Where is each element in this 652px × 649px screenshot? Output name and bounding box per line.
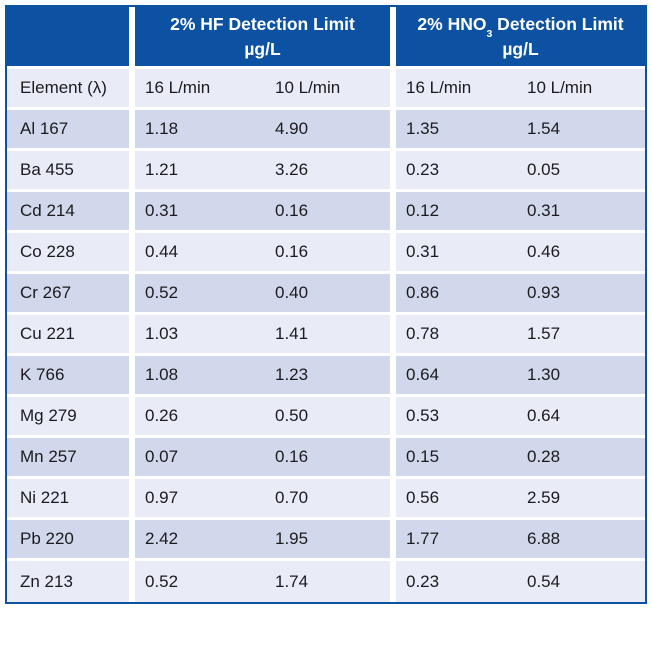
value-cell: 1.18: [129, 110, 265, 151]
value-cell: 1.03: [129, 315, 265, 356]
value-cell: 0.44: [129, 233, 265, 274]
row-cd-214: Cd 214 0.31 0.16 0.12 0.31: [7, 192, 645, 233]
value-cell: 0.12: [390, 192, 517, 233]
value-cell: 0.40: [265, 274, 390, 315]
value-cell: 1.41: [265, 315, 390, 356]
element-cell: Al 167: [7, 110, 129, 151]
element-cell: Pb 220: [7, 520, 129, 561]
detection-limits-table: 2% HF Detection Limit µg/L 2% HNO3 Detec…: [5, 5, 647, 604]
value-cell: 0.16: [265, 192, 390, 233]
row-mn-257: Mn 257 0.07 0.16 0.15 0.28: [7, 438, 645, 479]
value-cell: 1.77: [390, 520, 517, 561]
value-cell: 0.52: [129, 274, 265, 315]
value-cell: 0.26: [129, 397, 265, 438]
element-cell: Mg 279: [7, 397, 129, 438]
value-cell: 0.56: [390, 479, 517, 520]
element-cell: Cu 221: [7, 315, 129, 356]
column-header-hno3-10: 10 L/min: [517, 69, 645, 110]
element-cell: K 766: [7, 356, 129, 397]
value-cell: 3.26: [265, 151, 390, 192]
element-cell: Ni 221: [7, 479, 129, 520]
value-cell: 0.23: [390, 151, 517, 192]
value-cell: 0.31: [517, 192, 645, 233]
value-cell: 4.90: [265, 110, 390, 151]
row-zn-213: Zn 213 0.52 1.74 0.23 0.54: [7, 561, 645, 602]
column-header-hno3-16: 16 L/min: [390, 69, 517, 110]
element-cell: Mn 257: [7, 438, 129, 479]
value-cell: 0.70: [265, 479, 390, 520]
value-cell: 1.57: [517, 315, 645, 356]
element-cell: Cr 267: [7, 274, 129, 315]
value-cell: 0.78: [390, 315, 517, 356]
value-cell: 1.21: [129, 151, 265, 192]
row-co-228: Co 228 0.44 0.16 0.31 0.46: [7, 233, 645, 274]
column-header-row: Element (λ) 16 L/min 10 L/min 16 L/min 1…: [7, 69, 645, 110]
value-cell: 0.93: [517, 274, 645, 315]
corner-cell: [7, 7, 129, 69]
value-cell: 0.53: [390, 397, 517, 438]
value-cell: 0.31: [390, 233, 517, 274]
value-cell: 0.16: [265, 438, 390, 479]
hno3-group-unit: µg/L: [502, 38, 539, 59]
hno3-group-header: 2% HNO3 Detection Limit µg/L: [390, 7, 645, 69]
element-cell: Ba 455: [7, 151, 129, 192]
value-cell: 0.07: [129, 438, 265, 479]
row-mg-279: Mg 279 0.26 0.50 0.53 0.64: [7, 397, 645, 438]
value-cell: 0.64: [390, 356, 517, 397]
value-cell: 0.46: [517, 233, 645, 274]
value-cell: 0.54: [517, 561, 645, 602]
value-cell: 2.59: [517, 479, 645, 520]
hf-group-header: 2% HF Detection Limit µg/L: [129, 7, 390, 69]
row-ba-455: Ba 455 1.21 3.26 0.23 0.05: [7, 151, 645, 192]
value-cell: 0.05: [517, 151, 645, 192]
value-cell: 0.50: [265, 397, 390, 438]
value-cell: 0.86: [390, 274, 517, 315]
value-cell: 0.31: [129, 192, 265, 233]
value-cell: 0.16: [265, 233, 390, 274]
hno3-group-title: 2% HNO3 Detection Limit: [417, 14, 624, 41]
value-cell: 1.30: [517, 356, 645, 397]
value-cell: 1.08: [129, 356, 265, 397]
value-cell: 0.23: [390, 561, 517, 602]
value-cell: 1.54: [517, 110, 645, 151]
row-k-766: K 766 1.08 1.23 0.64 1.30: [7, 356, 645, 397]
value-cell: 0.28: [517, 438, 645, 479]
hf-group-unit: µg/L: [244, 38, 281, 59]
column-header-element: Element (λ): [7, 69, 129, 110]
value-cell: 0.15: [390, 438, 517, 479]
value-cell: 2.42: [129, 520, 265, 561]
row-cu-221: Cu 221 1.03 1.41 0.78 1.57: [7, 315, 645, 356]
value-cell: 1.74: [265, 561, 390, 602]
value-cell: 6.88: [517, 520, 645, 561]
column-header-hf-16: 16 L/min: [129, 69, 265, 110]
value-cell: 1.95: [265, 520, 390, 561]
value-cell: 0.64: [517, 397, 645, 438]
value-cell: 0.97: [129, 479, 265, 520]
column-header-hf-10: 10 L/min: [265, 69, 390, 110]
value-cell: 0.52: [129, 561, 265, 602]
value-cell: 1.23: [265, 356, 390, 397]
hf-group-title: 2% HF Detection Limit: [170, 14, 355, 34]
row-cr-267: Cr 267 0.52 0.40 0.86 0.93: [7, 274, 645, 315]
group-header-row: 2% HF Detection Limit µg/L 2% HNO3 Detec…: [7, 7, 645, 69]
row-al-167: Al 167 1.18 4.90 1.35 1.54: [7, 110, 645, 151]
element-cell: Co 228: [7, 233, 129, 274]
element-cell: Zn 213: [7, 561, 129, 602]
element-cell: Cd 214: [7, 192, 129, 233]
row-pb-220: Pb 220 2.42 1.95 1.77 6.88: [7, 520, 645, 561]
row-ni-221: Ni 221 0.97 0.70 0.56 2.59: [7, 479, 645, 520]
value-cell: 1.35: [390, 110, 517, 151]
